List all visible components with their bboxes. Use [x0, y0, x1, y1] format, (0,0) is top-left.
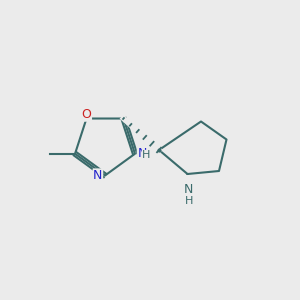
Text: N: N: [137, 147, 147, 160]
Text: N: N: [184, 183, 194, 196]
Text: H: H: [142, 150, 151, 161]
Text: N: N: [93, 169, 103, 182]
Text: O: O: [82, 108, 92, 121]
Text: H: H: [184, 196, 193, 206]
